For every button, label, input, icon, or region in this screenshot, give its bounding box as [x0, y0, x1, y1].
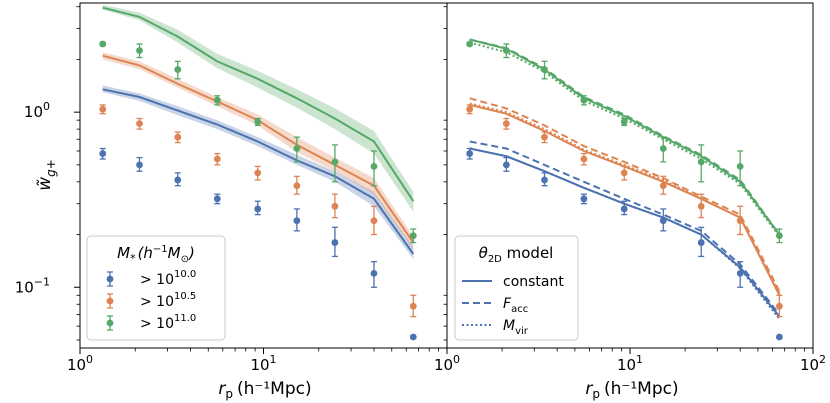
y-axis-label: w̃g+ — [35, 159, 58, 191]
data-point-blue — [331, 239, 339, 246]
legend-box — [86, 235, 226, 341]
x-tick-label: 101 — [250, 353, 276, 374]
model-facc-blue — [469, 140, 781, 316]
data-point-blue — [775, 333, 783, 341]
data-point-green — [697, 158, 705, 166]
data-point-green — [620, 118, 628, 126]
data-point-blue — [99, 150, 107, 157]
data-point-orange — [213, 155, 221, 163]
y-tick-label: 10−1 — [15, 275, 50, 296]
legend-box — [454, 235, 579, 341]
data-point-blue — [174, 176, 182, 184]
data-point-green — [99, 40, 107, 48]
legend-entry-label: > 1010.0 — [140, 269, 196, 288]
data-point-blue — [136, 161, 143, 169]
legend-marker-dot — [106, 275, 114, 283]
legend-entry-label: > 1010.5 — [140, 291, 196, 310]
data-point-blue — [370, 270, 378, 277]
data-point-orange — [659, 182, 667, 190]
legend-entry-label: constant — [503, 274, 564, 290]
data-point-green — [293, 145, 301, 152]
data-point-green — [331, 158, 339, 166]
data-point-blue — [620, 205, 628, 213]
data-point-orange — [409, 302, 417, 310]
data-point-green — [213, 96, 221, 104]
x-tick-label: 100 — [434, 353, 460, 374]
series-line-green — [102, 6, 415, 202]
axes-frame — [446, 2, 814, 349]
data-point-green — [775, 232, 783, 240]
data-point-green — [466, 40, 474, 48]
data-point-orange — [293, 182, 301, 190]
series-line-blue — [102, 88, 415, 255]
data-point-blue — [293, 217, 301, 225]
x-axis-label-right: rp (h⁻¹Mpc) — [585, 379, 678, 401]
data-point-blue — [466, 150, 474, 157]
legend-mass: M* (h−1M⊙) > 1010.0 > 1010.5 > 1011.0 — [86, 235, 226, 341]
data-point-blue — [409, 333, 417, 341]
model-mvir-blue — [469, 147, 781, 320]
data-point-blue — [580, 195, 588, 203]
data-point-green — [541, 66, 548, 73]
data-point-green — [580, 96, 588, 104]
data-point-blue — [697, 239, 705, 246]
x-axis-label-left: rp (h⁻¹Mpc) — [218, 379, 311, 401]
data-point-orange — [502, 120, 510, 128]
data-point-green — [370, 162, 378, 170]
legend-marker-dot — [106, 297, 114, 305]
model-facc-orange — [469, 97, 781, 292]
legend-model: θ2D model constant Facc Mvir — [454, 235, 579, 341]
data-point-orange — [136, 120, 143, 128]
x-tick-label: 101 — [617, 353, 643, 374]
data-point-blue — [736, 270, 744, 277]
data-point-orange — [331, 202, 339, 210]
x-tick-label: 102 — [800, 353, 826, 374]
data-point-orange — [254, 169, 262, 177]
data-point-green — [659, 145, 667, 152]
data-point-green — [254, 118, 262, 126]
data-point-orange — [736, 217, 744, 225]
model-facc-green — [469, 38, 781, 236]
data-point-green — [409, 232, 417, 240]
data-point-green — [136, 47, 143, 54]
data-point-green — [174, 66, 182, 73]
data-point-blue — [254, 205, 262, 213]
data-point-orange — [775, 302, 783, 310]
legend-entry-label: Facc — [503, 296, 528, 315]
data-point-green — [502, 47, 510, 54]
panel-left: 100 101 10−1 100 M* (h−1M⊙) > 1010.0 > 1010.5 > … — [15, 2, 448, 374]
model-constant-green — [469, 38, 781, 236]
data-point-orange — [99, 105, 107, 113]
legend-title: M* (h−1M⊙) — [117, 244, 195, 265]
data-point-orange — [370, 217, 378, 225]
data-point-orange — [466, 105, 474, 113]
panel-right: 100 101 102 θ2D model constant Facc Mvir — [434, 2, 826, 374]
data-point-orange — [541, 133, 548, 141]
y-tick-label: 100 — [24, 100, 50, 121]
data-point-orange — [174, 133, 182, 141]
data-point-blue — [659, 217, 667, 225]
x-tick-label: 100 — [67, 353, 93, 374]
data-point-orange — [620, 169, 628, 177]
data-point-blue — [502, 161, 510, 169]
model-mvir-orange — [469, 102, 781, 295]
legend-entry-label: Mvir — [503, 318, 529, 337]
data-point-green — [736, 162, 744, 170]
data-point-blue — [541, 176, 548, 184]
data-point-orange — [580, 155, 588, 163]
data-point-orange — [697, 202, 705, 210]
legend-entry-label: > 1011.0 — [140, 313, 196, 332]
data-point-blue — [213, 195, 221, 203]
legend-marker-dot — [106, 319, 114, 327]
legend-title: θ2D model — [479, 244, 554, 265]
